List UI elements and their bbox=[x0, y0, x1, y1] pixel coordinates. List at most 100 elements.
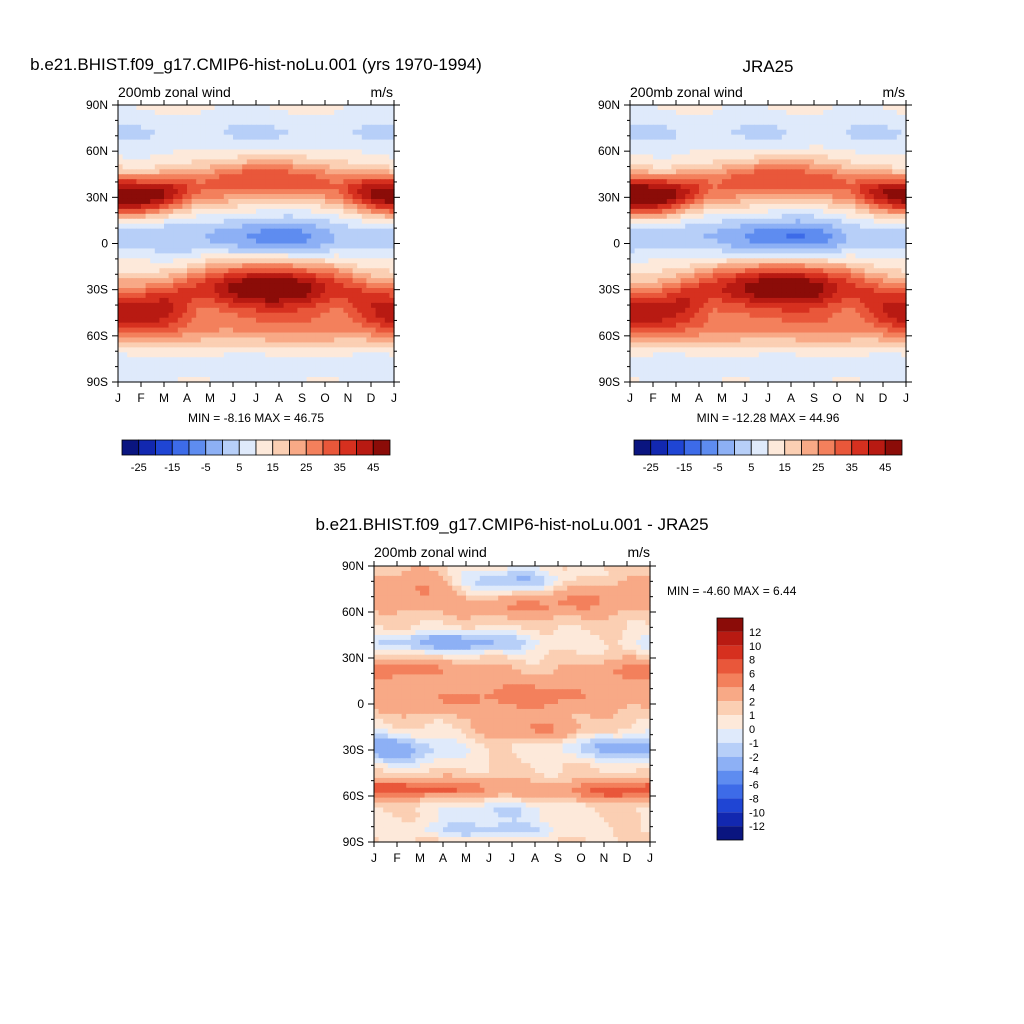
panel1-cell bbox=[371, 292, 377, 299]
panel1-cell bbox=[127, 203, 133, 210]
panel1-cell bbox=[191, 179, 197, 185]
panel2-cell bbox=[781, 144, 787, 151]
panel2-cell bbox=[662, 164, 668, 170]
panel1-cell bbox=[315, 327, 321, 334]
panel2-cell bbox=[860, 105, 866, 111]
panel1-cell bbox=[251, 119, 257, 126]
panel2-cell bbox=[630, 189, 636, 195]
panel1-cell bbox=[127, 273, 133, 279]
panel1-cell bbox=[348, 302, 354, 309]
panel2-cell bbox=[735, 179, 741, 185]
panel1-cell bbox=[182, 208, 188, 215]
panel2-cell bbox=[878, 109, 884, 116]
panel1-cell bbox=[302, 347, 308, 353]
panel1-cell bbox=[187, 139, 193, 146]
panel1-cell bbox=[352, 198, 358, 205]
panel1-cell bbox=[389, 105, 395, 111]
panel1-cell bbox=[334, 322, 340, 329]
panel1-cell bbox=[274, 367, 280, 373]
panel2-cell bbox=[795, 208, 801, 215]
panel1-cell bbox=[187, 278, 193, 284]
panel1-cell bbox=[214, 164, 220, 170]
panel2-cell bbox=[648, 228, 654, 235]
panel1-cell bbox=[343, 317, 349, 324]
panel1-cell bbox=[191, 233, 197, 240]
panel1-cell bbox=[361, 342, 367, 348]
panel1-cell bbox=[223, 208, 229, 215]
panel1-cell bbox=[205, 243, 211, 250]
panel1-cell bbox=[141, 322, 147, 329]
panel1-cell bbox=[242, 278, 248, 284]
panel1-cell bbox=[260, 174, 266, 180]
panel2-cell bbox=[873, 213, 879, 220]
panel2-cell bbox=[685, 208, 691, 215]
panel2-cell bbox=[763, 124, 769, 131]
panel1-cell bbox=[246, 253, 252, 259]
panel2-cell bbox=[680, 213, 686, 220]
panel2-cell bbox=[892, 144, 898, 151]
panel1-cell bbox=[320, 377, 326, 383]
panel1-cell bbox=[334, 218, 340, 225]
panel1-cell bbox=[288, 337, 294, 344]
panel1-cell bbox=[320, 302, 326, 309]
panel2-cell bbox=[901, 218, 907, 225]
panel1-cell bbox=[214, 352, 220, 358]
panel1-cell bbox=[242, 159, 248, 165]
panel1-cell bbox=[154, 342, 160, 348]
panel1-cell bbox=[187, 109, 193, 116]
panel2-cell bbox=[855, 223, 861, 230]
panel1-cell bbox=[187, 292, 193, 299]
panel1-cell bbox=[384, 149, 390, 156]
panel1-cell bbox=[233, 372, 239, 378]
panel1-cell bbox=[288, 302, 294, 309]
panel2-cell bbox=[786, 109, 792, 116]
panel1-cell bbox=[283, 189, 289, 195]
panel1-cell bbox=[145, 228, 151, 235]
panel2-cell bbox=[823, 194, 829, 200]
panel2-cell bbox=[846, 164, 852, 170]
panel1-cell bbox=[127, 367, 133, 373]
panel1-cell bbox=[288, 312, 294, 319]
panel1-cell bbox=[145, 243, 151, 250]
panel1-cell bbox=[205, 292, 211, 299]
panel1-cell bbox=[320, 283, 326, 289]
panel2-cell bbox=[712, 223, 718, 230]
panel1-cell bbox=[348, 248, 354, 254]
panel1-cell bbox=[366, 367, 372, 373]
panel2-cell bbox=[855, 144, 861, 151]
panel2-cell bbox=[671, 109, 677, 116]
panel1-cell bbox=[136, 194, 142, 200]
panel1-cell bbox=[366, 198, 372, 205]
panel1-cell bbox=[191, 189, 197, 195]
panel1-cell bbox=[297, 367, 303, 373]
panel2-cell bbox=[648, 164, 654, 170]
panel1-cell bbox=[251, 134, 257, 141]
panel1-cell bbox=[127, 184, 133, 190]
panel1-cell bbox=[145, 119, 151, 126]
panel1-cell bbox=[389, 258, 395, 264]
panel1-cell bbox=[357, 198, 363, 205]
panel1-cell bbox=[154, 268, 160, 274]
panel1-cell bbox=[191, 114, 197, 121]
panel1-cell bbox=[256, 109, 262, 116]
panel1-cell bbox=[256, 194, 262, 200]
panel2-cell bbox=[745, 203, 751, 210]
panel1-cell bbox=[159, 248, 165, 254]
panel1-cell bbox=[242, 223, 248, 230]
panel1-cell bbox=[159, 194, 165, 200]
panel1-cell bbox=[357, 184, 363, 190]
panel2-cell bbox=[804, 213, 810, 220]
panel2-cell bbox=[901, 105, 907, 111]
panel1-cell bbox=[246, 105, 252, 111]
panel1-cell bbox=[164, 258, 170, 264]
panel1-cell bbox=[297, 243, 303, 250]
panel1-cell bbox=[173, 228, 179, 235]
panel2-cell bbox=[639, 203, 645, 210]
panel2-cell bbox=[832, 169, 838, 175]
panel1-cell bbox=[205, 198, 211, 205]
panel1-cell bbox=[302, 189, 308, 195]
panel1-cell bbox=[131, 377, 137, 383]
panel1-cell bbox=[187, 149, 193, 156]
panel1-cell bbox=[237, 342, 243, 348]
panel1-cell bbox=[168, 347, 174, 353]
